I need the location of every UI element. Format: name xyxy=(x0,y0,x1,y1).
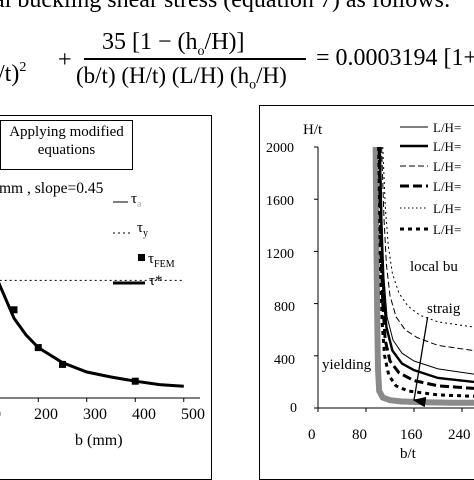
legend-tau-y-label: τy xyxy=(137,221,148,239)
right-series-layer xyxy=(372,146,474,408)
left-x-ticks xyxy=(37,398,185,402)
equation-left-term: /t)2 xyxy=(0,60,27,87)
left-x-axis-label: b (mm) xyxy=(75,432,123,449)
legend-tau-fem-sample xyxy=(138,254,145,261)
legend-tau-fem-subscript: FEM xyxy=(154,259,175,270)
modified-equations-callout: Applying modified equations xyxy=(0,120,133,170)
right-y-tick-2000: 2000 xyxy=(266,141,294,156)
right-y-tick-0: 0 xyxy=(290,401,297,416)
equation-right-hand-side: = 0.0003194 [1+ xyxy=(316,45,474,71)
equation-plus-sign: + xyxy=(58,47,72,73)
legend-tau-y-symbol: τ xyxy=(137,220,144,236)
right-legend-label-6: L/H= xyxy=(433,222,462,237)
right-legend-label-3: L/H= xyxy=(433,159,462,174)
fem-data-point xyxy=(59,360,66,368)
region-label-yielding: yielding xyxy=(320,357,374,373)
equation-denominator-tail: /H) xyxy=(256,63,287,88)
region-label-local-buckling: local bu xyxy=(408,259,460,275)
right-y-tick-1200: 1200 xyxy=(266,247,294,262)
legend-tau-fem-symbol: τ xyxy=(148,251,155,267)
legend-tau-cr-label: τə xyxy=(131,192,141,210)
equation-left-term-text: /t) xyxy=(0,61,20,87)
legend-tau-fem-label: τFEM xyxy=(148,252,175,270)
right-legend-label-2: L/H= xyxy=(433,139,462,154)
increasing-direction-arrow xyxy=(412,308,430,408)
left-series-layer xyxy=(0,279,184,388)
right-x-tick-160: 160 xyxy=(400,427,423,443)
equation-numerator: 35 [1 − (ho/H)] xyxy=(102,30,245,59)
right-x-tick-240: 240 xyxy=(448,427,471,443)
right-y-ticks xyxy=(314,146,463,412)
equation-numerator-text: 35 [1 − (h xyxy=(102,29,198,55)
right-x-axis-label: b/t xyxy=(400,446,416,462)
right-y-tick-1600: 1600 xyxy=(266,194,294,209)
right-y-tick-400: 400 xyxy=(274,353,295,368)
right-series-line-5 xyxy=(377,146,474,398)
fem-data-point xyxy=(10,306,18,314)
right-series-line-4 xyxy=(382,146,474,328)
right-x-tick-0: 0 xyxy=(308,427,316,443)
legend-tau-cr-symbol: τ xyxy=(131,191,138,207)
callout-line-1: Applying modified xyxy=(9,124,124,140)
equation-numerator-tail: /H)] xyxy=(204,29,245,55)
left-x-tick-500: 500 xyxy=(181,406,205,423)
left-x-tick-300: 300 xyxy=(83,406,107,423)
right-x-tick-80: 80 xyxy=(352,427,367,443)
equation-denominator: (b/t) (H/t) (L/H) (ho/H) xyxy=(76,64,287,93)
right-y-tick-800: 800 xyxy=(274,300,295,315)
legend-tau-cr-subscript: ə xyxy=(137,199,142,210)
left-x-tick-200: 200 xyxy=(34,406,58,423)
equation-numerator-subscript: o xyxy=(197,43,205,59)
equation-intro-text: al buckling shear stress (equation 7) as… xyxy=(0,0,451,13)
equation-left-exponent: 2 xyxy=(19,60,27,75)
fem-data-point xyxy=(34,344,42,352)
right-legend-label-4: L/H= xyxy=(433,179,462,194)
fem-data-point xyxy=(131,377,139,385)
equation-fraction-bar xyxy=(84,58,306,60)
callout-line-2: equations xyxy=(37,142,96,158)
region-label-straight: straig xyxy=(425,301,463,317)
equation-denominator-subscript: o xyxy=(249,77,257,93)
left-x-tick-400: 400 xyxy=(132,406,156,423)
slope-annotation: mm , slope=0.45 xyxy=(0,180,104,197)
right-legend-label-1: L/H= xyxy=(433,120,462,135)
left-x-edge-tick: 0 xyxy=(0,407,1,423)
legend-tau-y-subscript: y xyxy=(143,228,149,239)
equation-denominator-text: (b/t) (H/t) (L/H) (h xyxy=(76,63,250,88)
right-y-axis-label: H/t xyxy=(303,122,323,138)
right-legend-label-5: L/H= xyxy=(433,201,462,216)
legend-tau-star-label: τ* xyxy=(149,273,163,289)
